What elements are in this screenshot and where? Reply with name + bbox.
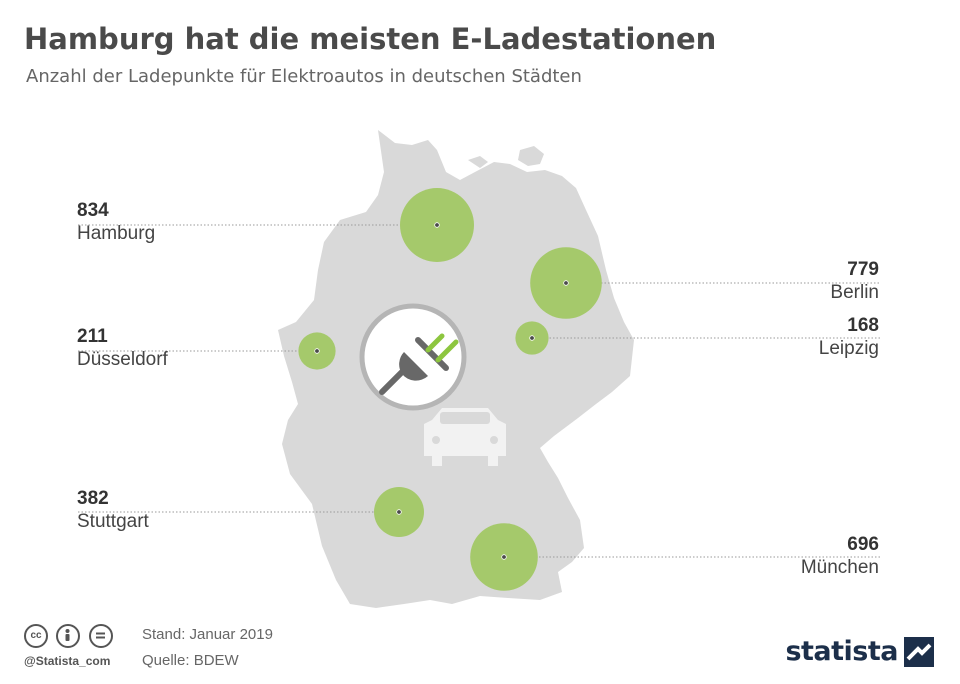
city-label-berlin: 779 Berlin xyxy=(830,259,879,305)
city-value: 168 xyxy=(847,315,879,336)
statista-logo-icon xyxy=(904,636,934,667)
data-date: Stand: Januar 2019 xyxy=(142,626,273,643)
city-value: 382 xyxy=(77,488,109,509)
statista-logo[interactable]: statista xyxy=(785,636,934,667)
city-value: 211 xyxy=(77,326,108,347)
city-name: Düsseldorf xyxy=(77,348,168,370)
city-label-hamburg: 834 Hamburg xyxy=(77,200,155,246)
island-shape xyxy=(468,156,488,168)
statista-wordmark: statista xyxy=(785,636,898,667)
island-shape xyxy=(518,146,544,166)
nd-icon[interactable] xyxy=(88,624,113,648)
city-value: 834 xyxy=(77,200,109,221)
car-icon xyxy=(424,408,506,466)
city-dot-leipzig xyxy=(529,335,535,341)
statista-handle[interactable]: @Statista_com xyxy=(24,654,111,668)
data-source: Quelle: BDEW xyxy=(142,652,239,669)
plug-icon xyxy=(359,303,467,411)
city-name: München xyxy=(800,556,879,578)
city-dot-hamburg xyxy=(434,222,440,228)
city-label-duesseldorf: 211 Düsseldorf xyxy=(77,326,168,372)
license-icons: cc xyxy=(24,624,117,648)
city-label-muenchen: 696 München xyxy=(801,534,879,580)
cc-icon[interactable]: cc xyxy=(24,624,48,648)
chart-subtitle: Anzahl der Ladepunkte für Elektroautos i… xyxy=(26,66,582,87)
city-name: Leipzig xyxy=(818,337,879,359)
city-dot-berlin xyxy=(563,280,569,286)
city-name: Hamburg xyxy=(77,222,156,244)
city-dot-muenchen xyxy=(501,554,507,560)
city-value: 779 xyxy=(847,259,879,280)
city-name: Stuttgart xyxy=(77,510,149,532)
city-dot-stuttgart xyxy=(396,509,402,515)
chart-title: Hamburg hat die meisten E-Ladestationen xyxy=(24,22,717,56)
city-label-leipzig: 168 Leipzig xyxy=(819,315,879,361)
city-value: 696 xyxy=(847,534,879,555)
city-label-stuttgart: 382 Stuttgart xyxy=(77,488,149,534)
city-name: Berlin xyxy=(830,281,879,303)
by-icon[interactable] xyxy=(56,624,81,648)
city-dot-duesseldorf xyxy=(314,348,320,354)
